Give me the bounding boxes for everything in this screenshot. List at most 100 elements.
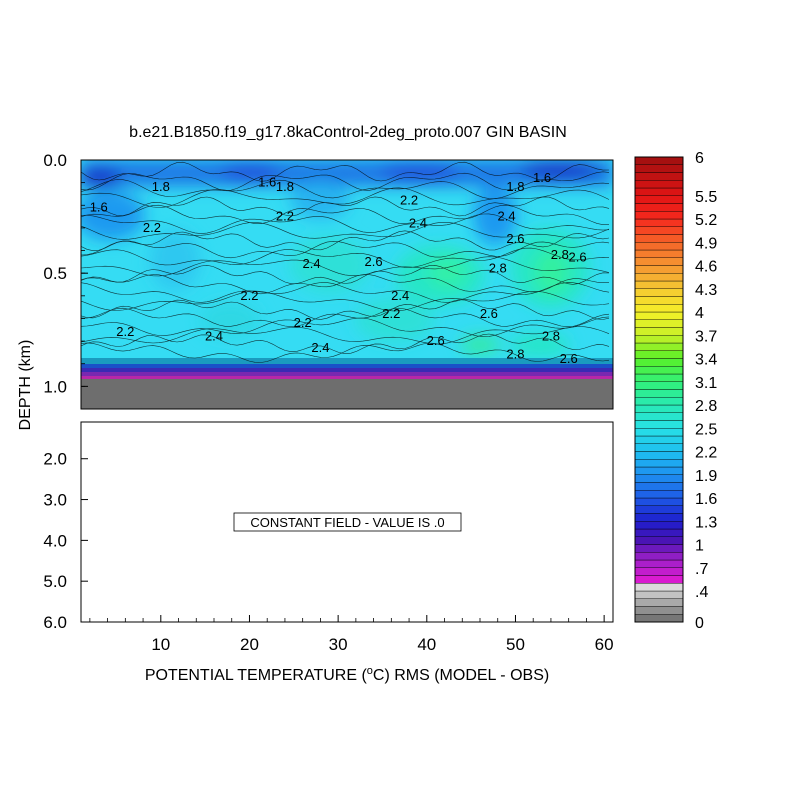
colorbar-label: 1	[695, 538, 704, 555]
colorbar-label: 3.1	[695, 375, 717, 392]
contour-line	[81, 171, 610, 191]
contour-line	[81, 290, 610, 312]
contour-labels: 1.61.6 1.61.8 1.8 1.82.22.22.22.22.22.22.22…	[90, 170, 587, 366]
contour-line	[81, 282, 610, 303]
colorbar-box	[634, 505, 684, 514]
contour-line	[81, 274, 610, 295]
upper-panel: 1.61.6 1.61.8 1.8 1.82.22.22.22.22.22.22.22…	[43, 151, 614, 410]
colorbar-box	[634, 327, 684, 336]
colorbar-box	[634, 358, 684, 367]
contour-label: 1.6	[90, 200, 108, 215]
contour-line	[81, 196, 610, 217]
contour-label: 2.2	[240, 288, 258, 303]
colorbar-label: 1.3	[695, 514, 717, 531]
contour-label: 2.4	[302, 256, 320, 271]
colorbar-box	[634, 428, 684, 437]
contour-label: 2.8	[489, 261, 507, 276]
colorbar-box	[634, 490, 684, 499]
contour-line	[81, 256, 610, 277]
lower-y-tick-label: 6.0	[43, 613, 67, 632]
contour-line	[81, 333, 610, 355]
colorbar-box	[634, 459, 684, 468]
upper-panel-frame	[80, 159, 614, 410]
colorbar-box	[634, 521, 684, 530]
chart-title: b.e21.B1850.f19_g17.8kaControl-2deg_prot…	[129, 124, 567, 141]
contour-label: 2.4	[391, 288, 409, 303]
contour-line	[81, 264, 610, 285]
colorbar-label: 1.6	[695, 491, 717, 508]
colorbar-box	[634, 590, 684, 599]
colorbar-box	[634, 164, 684, 173]
contour-label: 2.2	[382, 306, 400, 321]
x-axis-title-part2: C) RMS (MODEL - OBS)	[373, 667, 549, 684]
colorbar-box	[634, 288, 684, 297]
colorbar-box	[634, 226, 684, 235]
contour-label: 2.6	[560, 351, 578, 366]
contour-label: 2.4	[409, 215, 427, 230]
x-axis-title-part1: POTENTIAL TEMPERATURE (	[145, 667, 368, 684]
colorbar-box	[634, 404, 684, 413]
x-tick-label: 30	[329, 635, 348, 654]
colorbar-box	[634, 242, 684, 251]
contour-label: 2.4	[311, 340, 329, 355]
colorbar-box	[634, 172, 684, 181]
colorbar-box	[634, 234, 684, 243]
contour-label: 1.6	[533, 170, 551, 185]
contour-line	[81, 161, 610, 182]
colorbar-box	[634, 319, 684, 328]
x-tick-label: 10	[151, 635, 170, 654]
colorbar-box	[634, 203, 684, 212]
upper-y-tick-label: 0.0	[43, 151, 67, 170]
lower-y-axis: 2.0 3.0 4.0 5.0 6.0	[43, 450, 88, 632]
lower-y-tick-label: 2.0	[43, 450, 67, 469]
contour-line	[81, 204, 610, 226]
colorbar-box	[634, 257, 684, 266]
colorbar-frame	[634, 156, 684, 623]
contour-label: 1.8	[152, 179, 170, 194]
lower-y-tick-label: 5.0	[43, 572, 67, 591]
contour-line	[81, 299, 610, 320]
x-tick-label: 60	[595, 635, 614, 654]
colorbar-box	[634, 606, 684, 615]
upper-y-tick-label: 1.0	[43, 377, 67, 396]
colorbar-label: 0	[695, 615, 704, 632]
y-axis-title: DEPTH (km)	[17, 340, 34, 431]
contour-label: 1.8	[276, 179, 294, 194]
colorbar-label: 2.5	[695, 421, 717, 438]
colorbar-box	[634, 311, 684, 320]
colorbar-box	[634, 575, 684, 584]
contour-label: 2.2	[294, 315, 312, 330]
colorbar-box	[634, 180, 684, 189]
colorbar-box	[634, 187, 684, 196]
contour-line	[81, 247, 610, 268]
colorbar-box	[634, 335, 684, 344]
colorbar-label: 1.9	[695, 468, 717, 485]
colorbar-box	[634, 598, 684, 607]
contour-label: 2.8	[551, 247, 569, 262]
contour-label: 2.2	[276, 209, 294, 224]
contour-line	[81, 342, 610, 363]
colorbar-box	[634, 412, 684, 421]
x-axis: 10 20 30 40 50 60	[89, 615, 614, 654]
colorbar: 6 5.5 5.2 4.9 4.6 4.3 4 3.7 3.4 3.1 2.8 2.5 2.2 1.9 1.…	[634, 150, 717, 632]
deep-layer	[81, 358, 613, 364]
colorbar-box	[634, 474, 684, 483]
colorbar-labels: 6 5.5 5.2 4.9 4.6 4.3 4 3.7 3.4 3.1 2.8 2.5 2.2 1.9 1.…	[695, 150, 717, 632]
colorbar-box	[634, 373, 684, 382]
colorbar-label: 4.6	[695, 259, 717, 276]
x-axis-title: POTENTIAL TEMPERATURE (oC) RMS (MODEL - …	[145, 665, 549, 684]
colorbar-box	[634, 342, 684, 351]
colorbar-box	[634, 583, 684, 592]
x-axis-title-superscript: o	[367, 665, 373, 677]
lower-panel: CONSTANT FIELD - VALUE IS .0 2.0 3.0 4.0 5.…	[43, 421, 614, 654]
colorbar-box	[634, 249, 684, 258]
contour-lines	[81, 161, 610, 363]
colorbar-box	[634, 304, 684, 313]
colorbar-boxes	[634, 156, 684, 623]
colorbar-box	[634, 544, 684, 553]
colorbar-box	[634, 451, 684, 460]
colorbar-box	[634, 397, 684, 406]
contour-line	[81, 222, 610, 240]
x-tick-label: 40	[417, 635, 436, 654]
